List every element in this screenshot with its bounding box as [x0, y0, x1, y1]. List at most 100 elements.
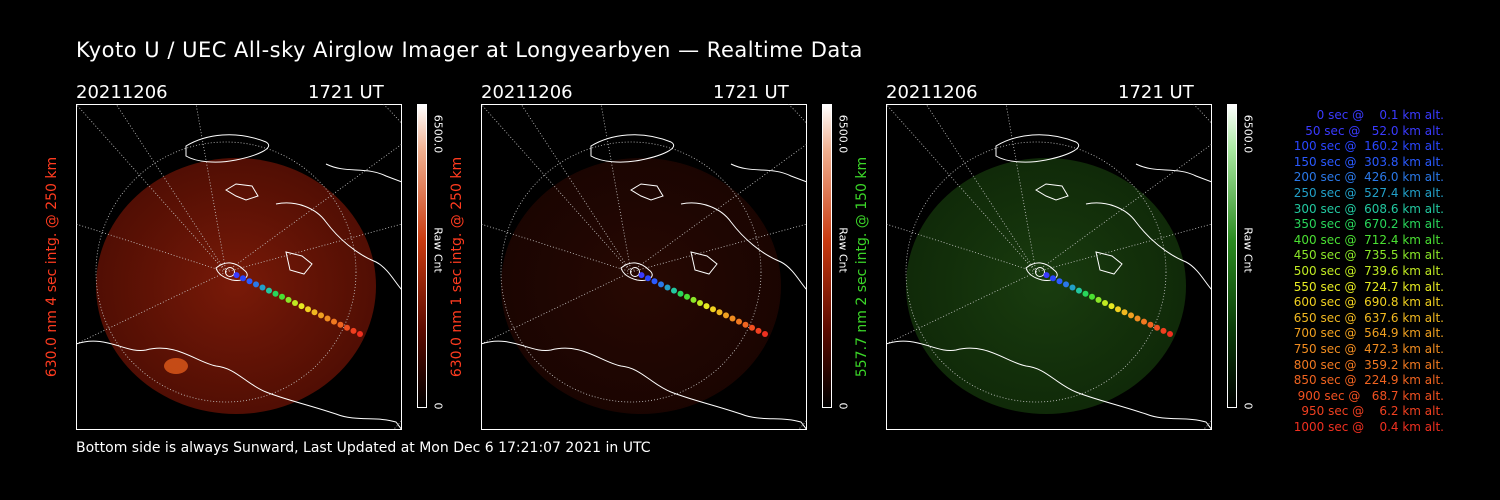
- trajectory-point: [246, 278, 253, 285]
- panel-wavelength-text: 557.7 nm 2 sec intg. @ 150 km: [854, 156, 870, 378]
- trajectory-point: [1128, 312, 1134, 319]
- colorbar-max-value: 6500.0: [1241, 114, 1255, 154]
- meridian-line: [886, 223, 1037, 273]
- trajectory-point: [1115, 306, 1121, 313]
- trajectory-point: [344, 324, 350, 331]
- coastline: [590, 134, 674, 163]
- trajectory-point: [285, 296, 292, 303]
- legend-row: 650 sec @ 637.6 km alt.: [1289, 310, 1444, 325]
- trajectory-point: [1147, 321, 1154, 328]
- trajectory-point: [664, 284, 671, 291]
- trajectory-point: [1167, 331, 1173, 337]
- coastline: [325, 163, 402, 183]
- trajectory-point: [742, 321, 749, 328]
- meridian-line: [115, 104, 227, 273]
- legend-row: 0 sec @ 0.1 km alt.: [1305, 108, 1444, 122]
- panel-wavelength-label: 630.0 nm 4 sec intg. @ 250 km: [40, 104, 64, 430]
- rocket-trajectory-legend: 0 sec @ 0.1 km alt. 50 sec @ 52.0 km alt…: [1262, 108, 1444, 435]
- meridian-line: [520, 104, 632, 273]
- legend-row: 300 sec @ 608.6 km alt.: [1289, 201, 1444, 216]
- legend-row: 600 sec @ 690.8 km alt.: [1289, 295, 1444, 310]
- colorbar: [1227, 104, 1237, 408]
- panel-557-2sec: 20211206 1721 UT 557.7 nm 2 sec intg. @ …: [854, 80, 1306, 440]
- trajectory-point: [1069, 284, 1076, 291]
- coastline: [730, 163, 807, 183]
- coastline: [76, 340, 402, 430]
- trajectory-point: [677, 290, 684, 297]
- trajectory-point: [266, 287, 272, 294]
- legend-row: 250 sec @ 527.4 km alt.: [1289, 185, 1444, 200]
- panel-wavelength-text: 630.0 nm 4 sec intg. @ 250 km: [44, 156, 60, 378]
- trajectory-point: [723, 312, 729, 319]
- coastline: [886, 340, 1212, 430]
- airglow-field: [906, 158, 1186, 414]
- legend-row: 1000 sec @ 0.4 km alt.: [1293, 419, 1444, 434]
- trajectory-point: [1154, 324, 1160, 331]
- colorbar-unit-text: Raw Cnt: [431, 227, 445, 273]
- trajectory-point: [736, 318, 742, 325]
- legend-row: 750 sec @ 472.3 km alt.: [1289, 341, 1444, 356]
- trajectory-point: [225, 267, 235, 277]
- panel-wavelength-text: 630.0 nm 1 sec intg. @ 250 km: [449, 156, 465, 378]
- trajectory-point: [279, 293, 285, 300]
- meridian-line: [225, 143, 402, 273]
- colorbar-max-value: 6500.0: [836, 114, 850, 154]
- coastline: [1135, 163, 1212, 183]
- trajectory-point: [305, 306, 311, 313]
- colorbar: [822, 104, 832, 408]
- colorbar-max-value: 6500.0: [431, 114, 445, 154]
- legend-row: 550 sec @ 724.7 km alt.: [1289, 279, 1444, 294]
- legend-row: 150 sec @ 303.8 km alt.: [1289, 154, 1444, 169]
- coastline: [285, 251, 313, 275]
- trajectory-point: [710, 306, 716, 313]
- trajectory-point: [1134, 315, 1141, 322]
- trajectory-point: [1063, 281, 1069, 288]
- all-sky-map: [886, 104, 1212, 430]
- colorbar-min-value: 0: [431, 402, 445, 410]
- trajectory-point: [292, 300, 298, 306]
- trajectory-point: [331, 318, 337, 325]
- meridian-line: [76, 223, 227, 273]
- trajectory-point: [749, 324, 755, 331]
- panel-630-1sec: 20211206 1721 UT 630.0 nm 1 sec intg. @ …: [449, 80, 901, 440]
- trajectory-point: [762, 331, 768, 337]
- panel-630-4sec: 20211206 1721 UT 630.0 nm 4 sec intg. @ …: [44, 80, 496, 440]
- legend-row: 450 sec @ 735.5 km alt.: [1289, 248, 1444, 263]
- panel-wavelength-label: 630.0 nm 1 sec intg. @ 250 km: [445, 104, 469, 430]
- trajectory-point: [357, 331, 363, 337]
- trajectory-point: [1056, 278, 1063, 285]
- panel-wavelength-label: 557.7 nm 2 sec intg. @ 150 km: [850, 104, 874, 430]
- all-sky-map: [76, 104, 402, 430]
- colorbar-min-value: 0: [1241, 402, 1255, 410]
- trajectory-point: [318, 312, 324, 319]
- trajectory-point: [253, 281, 259, 288]
- trajectory-point: [1108, 303, 1115, 310]
- coastline: [630, 183, 664, 201]
- colorbar-max-label: 6500.0: [836, 104, 850, 164]
- colorbar-min-label: 0: [836, 396, 850, 416]
- legend-row: 950 sec @ 6.2 km alt.: [1297, 404, 1444, 419]
- legend-row: 700 sec @ 564.9 km alt.: [1289, 326, 1444, 341]
- coastline: [1035, 183, 1069, 201]
- colorbar-min-label: 0: [431, 396, 445, 416]
- trajectory-point: [233, 272, 240, 279]
- meridian-line: [225, 223, 402, 273]
- panel-date: 20211206: [481, 82, 573, 103]
- meridian-line: [481, 223, 632, 273]
- coastline: [995, 134, 1079, 163]
- colorbar-unit-label: Raw Cnt: [836, 220, 850, 280]
- trajectory-point: [1141, 318, 1147, 325]
- page-title: Kyoto U / UEC All-sky Airglow Imager at …: [76, 38, 863, 62]
- trajectory-point: [645, 275, 651, 282]
- trajectory-point: [1043, 272, 1050, 279]
- trajectory-point: [1095, 296, 1102, 303]
- latitude-circle: [905, 141, 1167, 403]
- legend-row: 400 sec @ 712.4 km alt.: [1289, 232, 1444, 247]
- aurora-patch: [164, 358, 188, 374]
- trajectory-point: [1121, 309, 1128, 316]
- colorbar-min-value: 0: [836, 402, 850, 410]
- all-sky-map: [481, 104, 807, 430]
- legend-row: 200 sec @ 426.0 km alt.: [1289, 170, 1444, 185]
- coastline: [680, 202, 807, 291]
- trajectory-point: [755, 327, 762, 334]
